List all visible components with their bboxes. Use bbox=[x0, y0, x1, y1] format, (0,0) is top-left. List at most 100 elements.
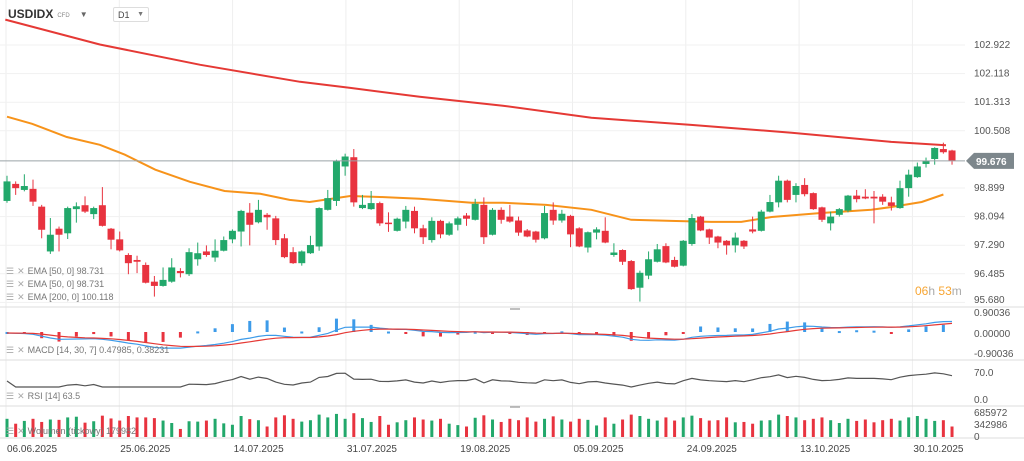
candle bbox=[636, 270, 644, 302]
volume-bar bbox=[118, 420, 122, 437]
candle bbox=[645, 251, 653, 280]
legend-ema-50-a[interactable]: ☰ ✕ EMA [50, 0] 98.731 bbox=[6, 266, 104, 277]
volume-bar bbox=[57, 419, 61, 437]
macd-histogram-bar bbox=[109, 332, 113, 337]
current-price-label: 99.676 bbox=[976, 157, 1007, 168]
volume-bar bbox=[473, 417, 477, 437]
date-axis-label: 05.09.2025 bbox=[574, 444, 624, 455]
volume-bar bbox=[360, 418, 364, 437]
ema-50-line bbox=[6, 115, 944, 223]
candle bbox=[731, 232, 739, 253]
candle-body bbox=[705, 229, 713, 238]
candle bbox=[176, 268, 184, 278]
macd-histogram-bar bbox=[595, 332, 599, 334]
candle bbox=[549, 202, 557, 225]
settings-icon[interactable]: ☰ bbox=[6, 391, 15, 401]
candle-body bbox=[402, 209, 410, 222]
close-icon[interactable]: ✕ bbox=[17, 345, 25, 355]
volume-bar bbox=[794, 417, 798, 437]
close-icon[interactable]: ✕ bbox=[17, 292, 25, 302]
volume-bar bbox=[543, 418, 547, 437]
candle-body bbox=[90, 208, 98, 215]
candle bbox=[749, 216, 757, 234]
close-icon[interactable]: ✕ bbox=[17, 279, 25, 289]
candle-body bbox=[523, 230, 531, 237]
macd-axis-label: -0.90036 bbox=[974, 349, 1014, 360]
candle bbox=[159, 267, 167, 287]
candle bbox=[263, 213, 271, 230]
legend-ema-200[interactable]: ☰ ✕ EMA [200, 0] 100.118 bbox=[6, 292, 114, 303]
volume-bar bbox=[326, 417, 330, 437]
close-icon[interactable]: ✕ bbox=[17, 391, 25, 401]
macd-histogram-bar bbox=[768, 323, 772, 332]
candle bbox=[393, 217, 401, 232]
candle-body bbox=[818, 207, 826, 220]
symbol-selector[interactable]: USDIDX CFD ▼ bbox=[8, 7, 88, 21]
candle-body bbox=[471, 203, 479, 220]
chevron-down-icon: ▼ bbox=[79, 9, 88, 19]
candle-body bbox=[72, 206, 80, 210]
timeframe-select[interactable]: D1 ▼ bbox=[113, 7, 149, 22]
candle bbox=[454, 216, 462, 231]
legend-volume[interactable]: ☰ ✕ Wolumen (tickowy) 179982 bbox=[6, 426, 136, 437]
settings-icon[interactable]: ☰ bbox=[6, 279, 15, 289]
date-axis-label: 24.09.2025 bbox=[687, 444, 737, 455]
price-axis-label: 102.922 bbox=[974, 40, 1011, 51]
volume-bar bbox=[742, 421, 746, 437]
candle-body bbox=[714, 236, 722, 243]
candle bbox=[124, 253, 132, 275]
candle bbox=[428, 217, 436, 243]
volume-bar bbox=[430, 420, 434, 437]
candle-body bbox=[46, 234, 54, 252]
candle bbox=[515, 216, 523, 236]
candle bbox=[575, 227, 583, 248]
candle bbox=[653, 243, 661, 263]
volume-bar bbox=[144, 417, 148, 437]
volume-bar bbox=[785, 416, 789, 437]
settings-icon[interactable]: ☰ bbox=[6, 266, 15, 276]
candle bbox=[20, 174, 28, 192]
volume-bar bbox=[404, 420, 408, 437]
date-axis-label: 31.07.2025 bbox=[347, 444, 397, 455]
candle bbox=[931, 147, 939, 165]
candle bbox=[879, 194, 887, 205]
close-icon[interactable]: ✕ bbox=[17, 266, 25, 276]
candle-body bbox=[939, 149, 947, 153]
candle bbox=[437, 219, 444, 239]
candle-body bbox=[384, 222, 392, 225]
candle bbox=[254, 199, 262, 224]
candle-body bbox=[593, 229, 601, 233]
candle-body bbox=[306, 245, 314, 254]
volume-bar bbox=[525, 417, 529, 437]
candle bbox=[835, 208, 843, 217]
settings-icon[interactable]: ☰ bbox=[6, 426, 15, 436]
volume-bar bbox=[517, 420, 521, 437]
volume-bar bbox=[759, 420, 763, 437]
volume-bar bbox=[638, 416, 642, 437]
candle-body bbox=[332, 160, 340, 201]
settings-icon[interactable]: ☰ bbox=[6, 345, 15, 355]
candles-pane bbox=[3, 18, 956, 302]
macd-histogram-bar bbox=[248, 320, 252, 332]
candle bbox=[12, 181, 20, 195]
candle-body bbox=[575, 228, 583, 247]
volume-bar bbox=[22, 420, 26, 437]
close-icon[interactable]: ✕ bbox=[17, 426, 25, 436]
volume-bar bbox=[291, 418, 295, 437]
candle-body bbox=[463, 215, 471, 219]
candle bbox=[38, 204, 46, 239]
candle-body bbox=[861, 196, 869, 199]
volume-bar bbox=[690, 415, 694, 437]
candle bbox=[567, 214, 575, 248]
macd-histogram-bar bbox=[924, 326, 928, 332]
legend-rsi[interactable]: ☰ ✕ RSI [14] 63.5 bbox=[6, 391, 80, 402]
settings-icon[interactable]: ☰ bbox=[6, 292, 15, 302]
candle bbox=[107, 227, 115, 250]
volume-bar bbox=[681, 417, 685, 437]
volume-bar bbox=[889, 418, 893, 437]
legend-ema-50-b[interactable]: ☰ ✕ EMA [50, 0] 98.731 bbox=[6, 279, 104, 290]
volume-bar bbox=[577, 418, 581, 437]
rsi-axis-label: 70.0 bbox=[974, 368, 994, 379]
legend-macd[interactable]: ☰ ✕ MACD [14, 30, 7] 0.47985, 0.38231 bbox=[6, 345, 169, 356]
